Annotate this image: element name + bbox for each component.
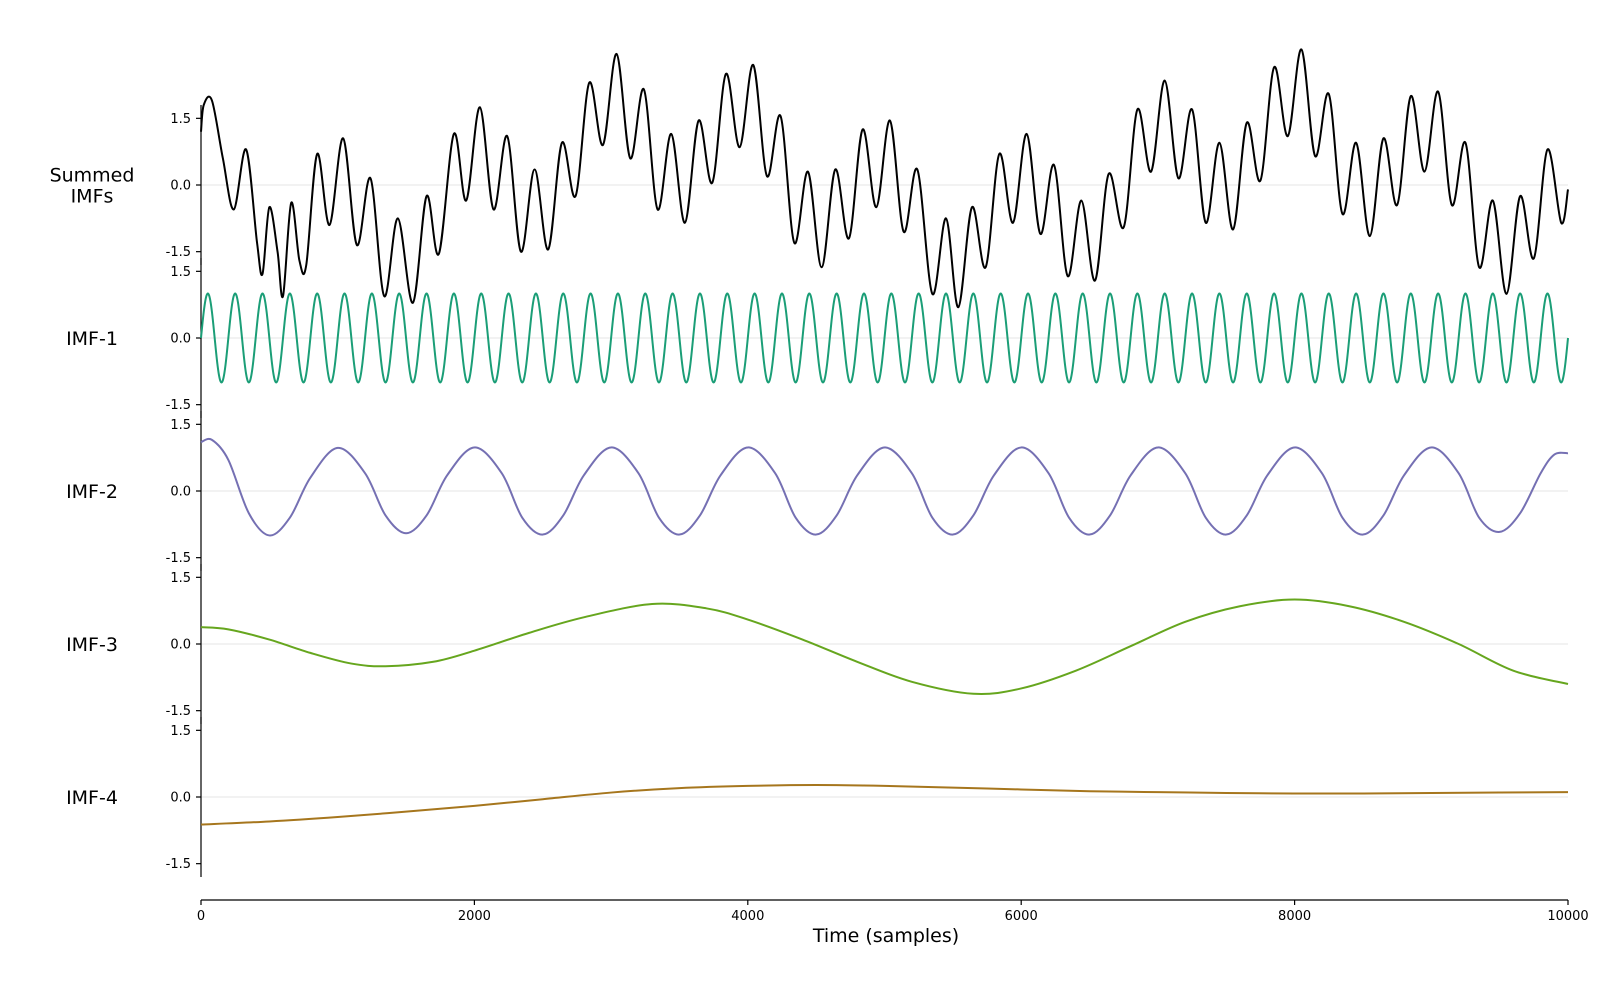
series-line: [200, 784, 1569, 826]
y-tick-label: 0.0: [170, 638, 191, 653]
y-tick-label: -1.5: [166, 551, 191, 566]
x-tick-label: 4000: [731, 909, 764, 924]
panel-label: IMF-2: [66, 481, 118, 503]
panel-3: -1.5 0.0 1.5 IMF-2: [66, 411, 1569, 571]
x-tick-label: 8000: [1278, 909, 1311, 924]
y-tick-label: 0.0: [170, 332, 191, 347]
panel-label: IMFs: [71, 186, 114, 208]
y-tick-label: 0.0: [170, 485, 191, 500]
y-tick-label: 1.5: [170, 265, 191, 280]
y-tick-label: 1.5: [170, 724, 191, 739]
series-line: [200, 292, 1569, 384]
y-tick-label: 0.0: [170, 179, 191, 194]
y-tick-label: -1.5: [166, 704, 191, 719]
x-axis: 0 2000 4000 6000 8000 10000: [197, 899, 1589, 924]
x-tick-label: 10000: [1547, 909, 1588, 924]
x-tick-label: 2000: [458, 909, 491, 924]
x-tick-label: 0: [197, 909, 205, 924]
x-tick-label: 6000: [1005, 909, 1038, 924]
x-axis-title: Time (samples): [812, 925, 959, 947]
series-line: [200, 437, 1569, 537]
y-tick-label: 1.5: [170, 571, 191, 586]
series-line: [200, 48, 1569, 309]
panel-4: -1.5 0.0 1.5 IMF-3: [66, 564, 1569, 724]
y-tick-label: -1.5: [166, 398, 191, 413]
y-tick-label: -1.5: [166, 245, 191, 260]
panel-label: IMF-3: [66, 634, 118, 656]
panel-5: -1.5 0.0 1.5 IMF-4: [66, 717, 1569, 877]
y-tick-label: -1.5: [166, 857, 191, 872]
panel-label: Summed: [50, 165, 135, 187]
y-tick-label: 1.5: [170, 112, 191, 127]
panel-label: IMF-1: [66, 328, 118, 350]
panel-2: -1.5 0.0 1.5 IMF-1: [66, 258, 1569, 418]
y-tick-label: 1.5: [170, 418, 191, 433]
series-line: [200, 598, 1569, 696]
y-tick-label: 0.0: [170, 791, 191, 806]
panel-label: IMF-4: [66, 787, 118, 809]
